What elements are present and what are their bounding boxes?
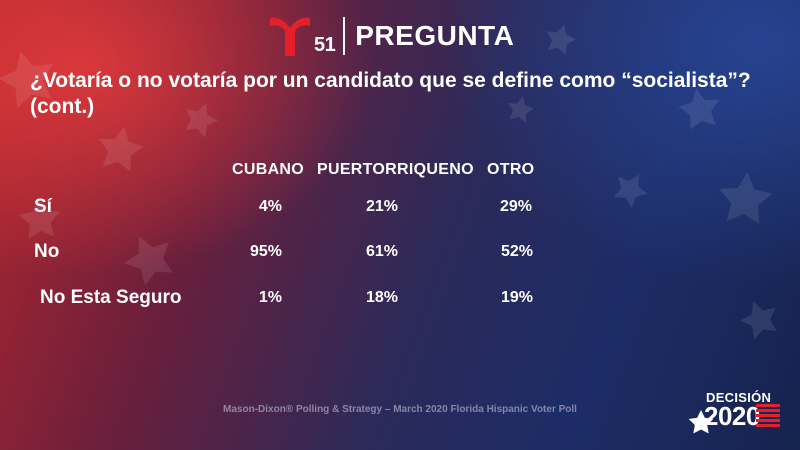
flag-stripes-icon (756, 404, 780, 427)
cell-noseguro-puertorriqueno: 18% (365, 289, 398, 306)
row-label-no-esta-seguro: No Esta Seguro (40, 287, 182, 308)
column-header-cubano: CUBANO (232, 161, 305, 178)
cell-si-otro: 29% (499, 198, 532, 215)
question-line-2: (cont.) (30, 95, 95, 118)
question-text: ¿Votaría o no votaría por un candidato q… (30, 68, 770, 120)
cell-si-puertorriqueno: 21% (365, 198, 398, 215)
star-icon (688, 410, 714, 434)
telemundo-51-logo: 51 PREGUNTA (268, 14, 514, 58)
cell-no-cubano: 95% (249, 243, 282, 260)
row-label-no: No (34, 241, 60, 262)
cell-no-otro: 52% (500, 243, 533, 260)
cell-si-cubano: 4% (258, 198, 282, 215)
cell-noseguro-otro: 19% (500, 289, 533, 306)
decision-2020-badge: DECISIÓN 2020 (688, 390, 784, 436)
badge-year: 2020 (704, 401, 760, 431)
telemundo-t-icon (270, 17, 310, 56)
column-header-otro: OTRO (487, 161, 535, 178)
logo-divider (343, 17, 346, 55)
section-title: PREGUNTA (355, 20, 515, 51)
column-header-puertorriqueno: PUERTORRIQUENO (317, 161, 474, 178)
source-footnote: Mason-Dixon® Polling & Strategy – March … (223, 404, 577, 415)
badge-word: DECISIÓN (706, 390, 772, 405)
channel-number: 51 (314, 33, 336, 56)
cell-no-puertorriqueno: 61% (365, 243, 398, 260)
cell-noseguro-cubano: 1% (258, 289, 282, 306)
question-line-1: ¿Votaría o no votaría por un candidato q… (30, 69, 751, 92)
row-label-si: Sí (34, 196, 52, 217)
